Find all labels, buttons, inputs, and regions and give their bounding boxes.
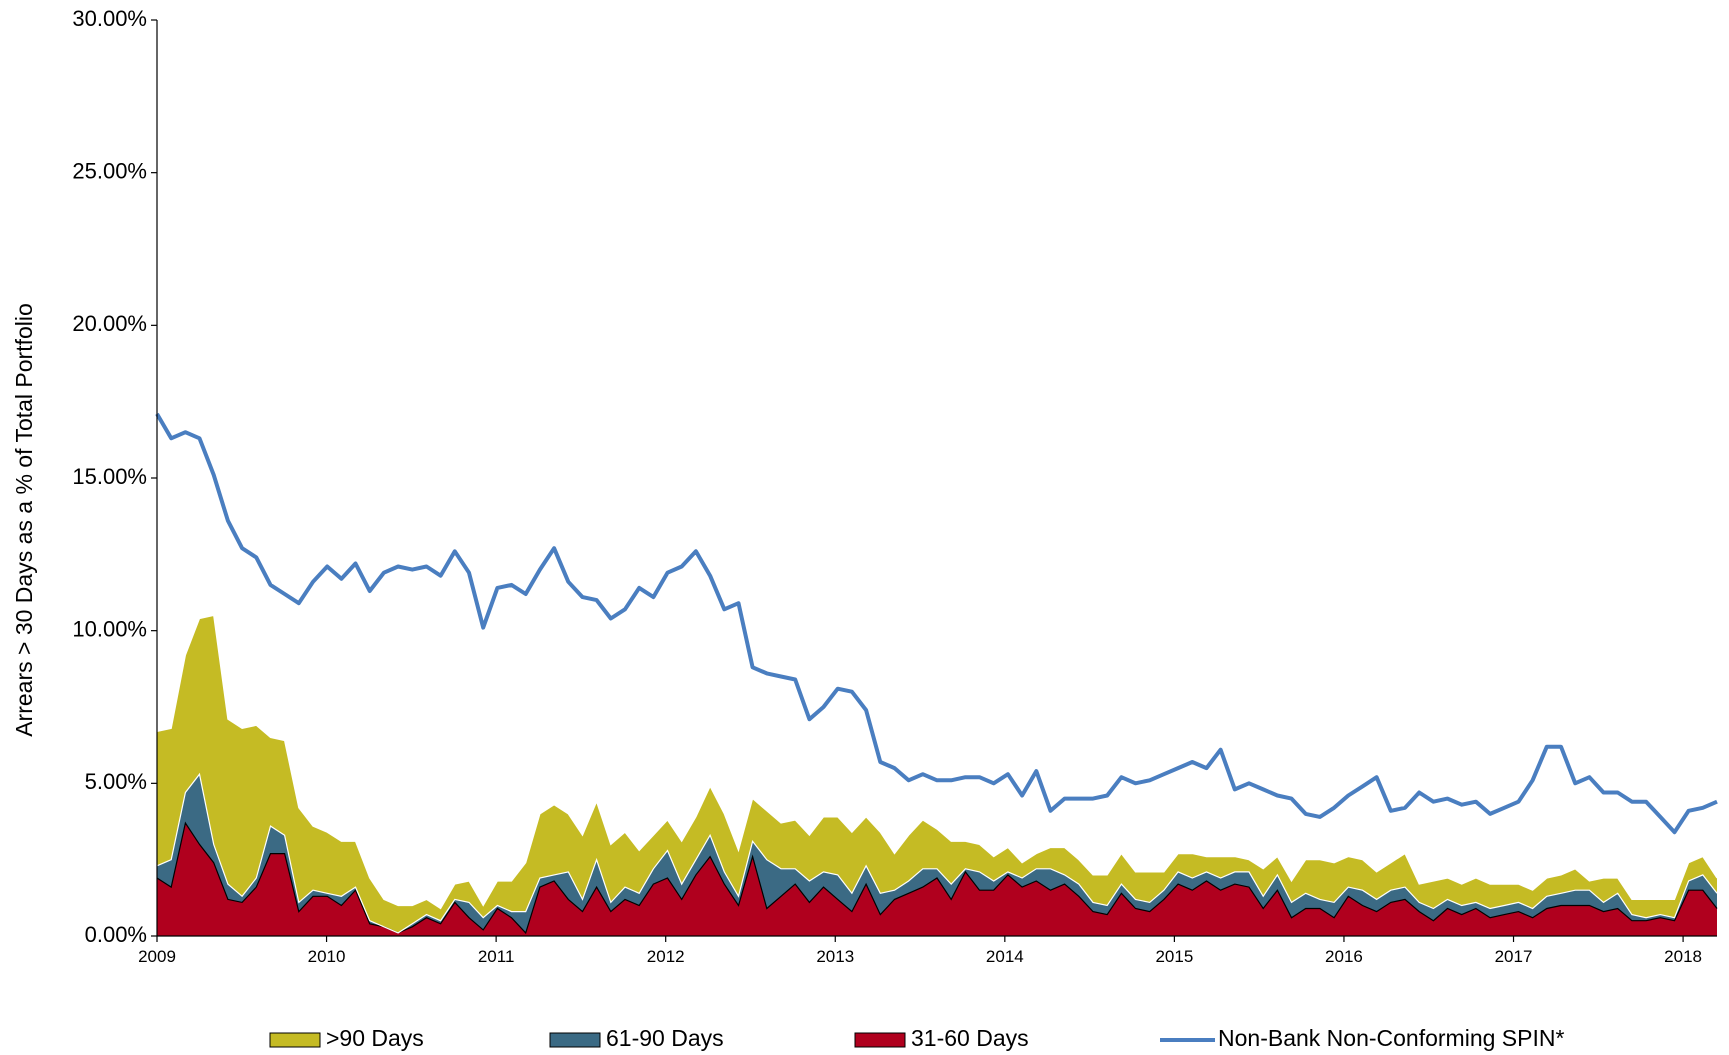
- x-tick-label: 2015: [1155, 947, 1193, 966]
- y-tick-label: 15.00%: [72, 464, 147, 489]
- area-boundary: [156, 821, 1718, 935]
- line-non-bank-spin: [155, 412, 1718, 835]
- x-tick-label: 2017: [1495, 947, 1533, 966]
- stacked-areas: [156, 614, 1718, 936]
- axes: [151, 19, 1717, 942]
- legend-swatch: [269, 1032, 321, 1048]
- y-tick-label: 20.00%: [72, 311, 147, 336]
- x-tick-label: 2018: [1664, 947, 1702, 966]
- line-series: [155, 412, 1718, 835]
- legend-label: >90 Days: [326, 1025, 424, 1051]
- x-tick-label: 2012: [647, 947, 685, 966]
- legend-label: 61-90 Days: [606, 1025, 724, 1051]
- area-boundary: [156, 614, 1718, 910]
- x-tick-labels: 2009 2010 2011 2012 2013 2014 2015 2016 2017 2018: [138, 947, 1702, 966]
- y-tick-labels: 0.00% 5.00% 10.00% 15.00% 20.00% 25.00% 30.00%: [72, 6, 147, 947]
- y-tick-label: 25.00%: [72, 158, 147, 183]
- x-tick-label: 2014: [986, 947, 1024, 966]
- area--90-days: [157, 615, 1717, 933]
- y-tick-label: 10.00%: [72, 616, 147, 641]
- legend-swatch: [549, 1032, 601, 1048]
- y-tick-label: 30.00%: [72, 6, 147, 31]
- y-tick-label: 5.00%: [85, 769, 147, 794]
- x-tick-label: 2013: [816, 947, 854, 966]
- x-tick-label: 2009: [138, 947, 176, 966]
- x-tick-label: 2011: [478, 947, 515, 966]
- legend-label: Non-Bank Non-Conforming SPIN*: [1218, 1025, 1564, 1051]
- area-31-60-days: [157, 823, 1717, 936]
- y-tick-label: 0.00%: [85, 922, 147, 947]
- legend-label: 31-60 Days: [911, 1025, 1029, 1051]
- x-tick-label: 2010: [308, 947, 346, 966]
- area-boundary: [156, 772, 1718, 934]
- legend-swatch: [854, 1032, 906, 1048]
- x-tick-label: 2016: [1325, 947, 1363, 966]
- y-axis-title: Arrears > 30 Days as a % of Total Portfo…: [11, 303, 37, 737]
- legend: >90 Days 61-90 Days 31-60 Days Non-Bank Non…: [269, 1025, 1564, 1051]
